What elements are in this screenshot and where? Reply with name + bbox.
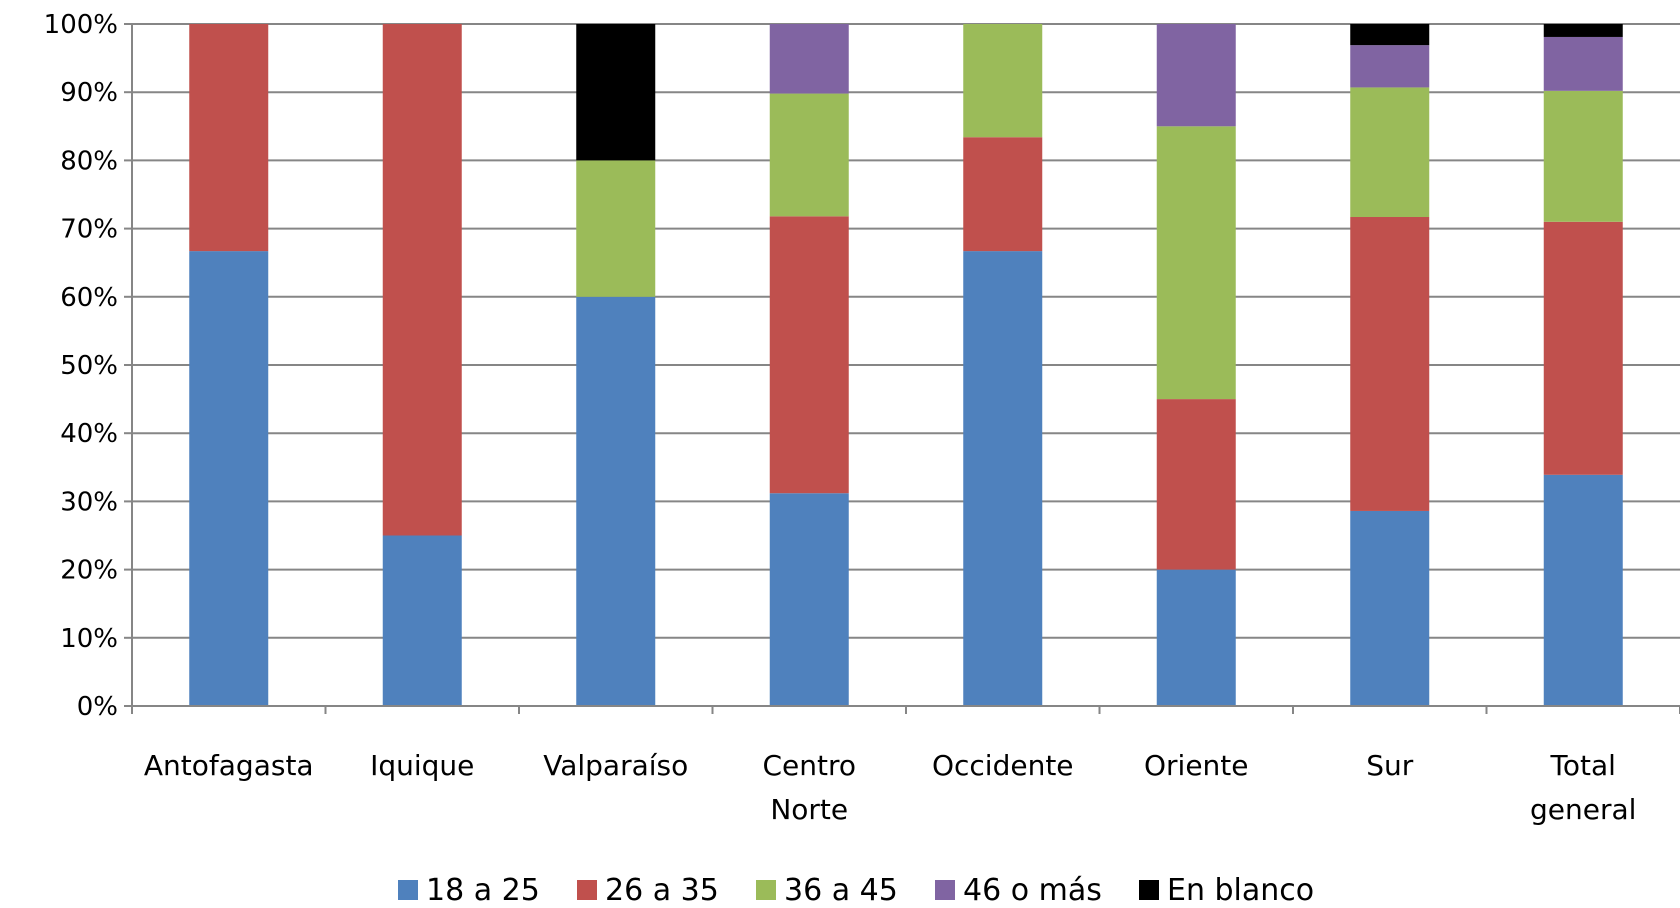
bar-segment — [1156, 126, 1236, 400]
x-category-label: Total general — [1530, 749, 1636, 826]
x-category-label: Iquique — [370, 749, 474, 782]
bar-segment — [1350, 45, 1430, 88]
y-tick-label: 10% — [60, 624, 118, 654]
bar-segment — [1350, 217, 1430, 511]
bar-segment — [576, 296, 656, 706]
legend-swatch — [577, 880, 597, 900]
bar-segment — [769, 216, 849, 494]
x-category-label: Centro Norte — [762, 749, 856, 826]
bar-segment — [1543, 90, 1623, 222]
legend-label: 46 o más — [963, 873, 1102, 908]
bar-segment — [769, 493, 849, 706]
bar-segment — [1350, 24, 1430, 46]
bar-segment — [963, 24, 1043, 138]
y-tick-label: 20% — [60, 556, 118, 586]
bar-segment — [1543, 221, 1623, 475]
bar-segment — [189, 251, 269, 706]
legend-swatch — [1139, 880, 1159, 900]
bars — [189, 24, 1623, 706]
bar-segment — [1543, 474, 1623, 706]
legend-label: 18 a 25 — [426, 873, 540, 908]
bar-segment — [963, 251, 1043, 706]
y-tick-label: 40% — [60, 419, 118, 449]
bar-segment — [382, 24, 462, 536]
gridlines — [132, 23, 1680, 639]
x-category-label: Oriente — [1144, 749, 1249, 782]
x-category-label: Occidente — [932, 749, 1074, 782]
legend-swatch — [756, 880, 776, 900]
y-tick-label: 100% — [44, 10, 118, 40]
bar-segment — [576, 160, 656, 297]
x-category-label: Antofagasta — [144, 749, 314, 782]
bar-segment — [1156, 24, 1236, 127]
bar-segment — [189, 24, 269, 252]
y-tick-label: 50% — [60, 351, 118, 381]
bar-segment — [1543, 36, 1623, 91]
y-tick-label: 70% — [60, 215, 118, 245]
bar-segment — [769, 93, 849, 217]
y-tick-label: 0% — [77, 692, 118, 722]
legend: 18 a 25 26 a 35 36 a 45 46 o más En blanco — [398, 873, 1314, 908]
y-tick-label: 90% — [60, 78, 118, 108]
bar-segment — [1350, 87, 1430, 218]
bar-segment — [1156, 569, 1236, 706]
bar-segment — [1350, 510, 1430, 706]
bar-segment — [382, 535, 462, 706]
legend-label: En blanco — [1167, 873, 1314, 908]
x-category-label: Sur — [1366, 749, 1414, 782]
bar-segment — [1156, 399, 1236, 570]
bar-segment — [1543, 24, 1623, 37]
x-category-label: Valparaíso — [543, 749, 688, 782]
y-tick-label: 30% — [60, 487, 118, 517]
axes: 0% 10% 20% 30% 40% 50% 60% 70% 80% 90% 100% Antofag… — [44, 10, 1680, 826]
bar-segment — [769, 24, 849, 94]
y-tick-label: 80% — [60, 146, 118, 176]
bar-segment — [576, 24, 656, 161]
legend-label: 26 a 35 — [605, 873, 719, 908]
legend-swatch — [935, 880, 955, 900]
legend-label: 36 a 45 — [784, 873, 898, 908]
y-tick-label: 60% — [60, 283, 118, 313]
legend-swatch — [398, 880, 418, 900]
bar-segment — [963, 137, 1043, 252]
